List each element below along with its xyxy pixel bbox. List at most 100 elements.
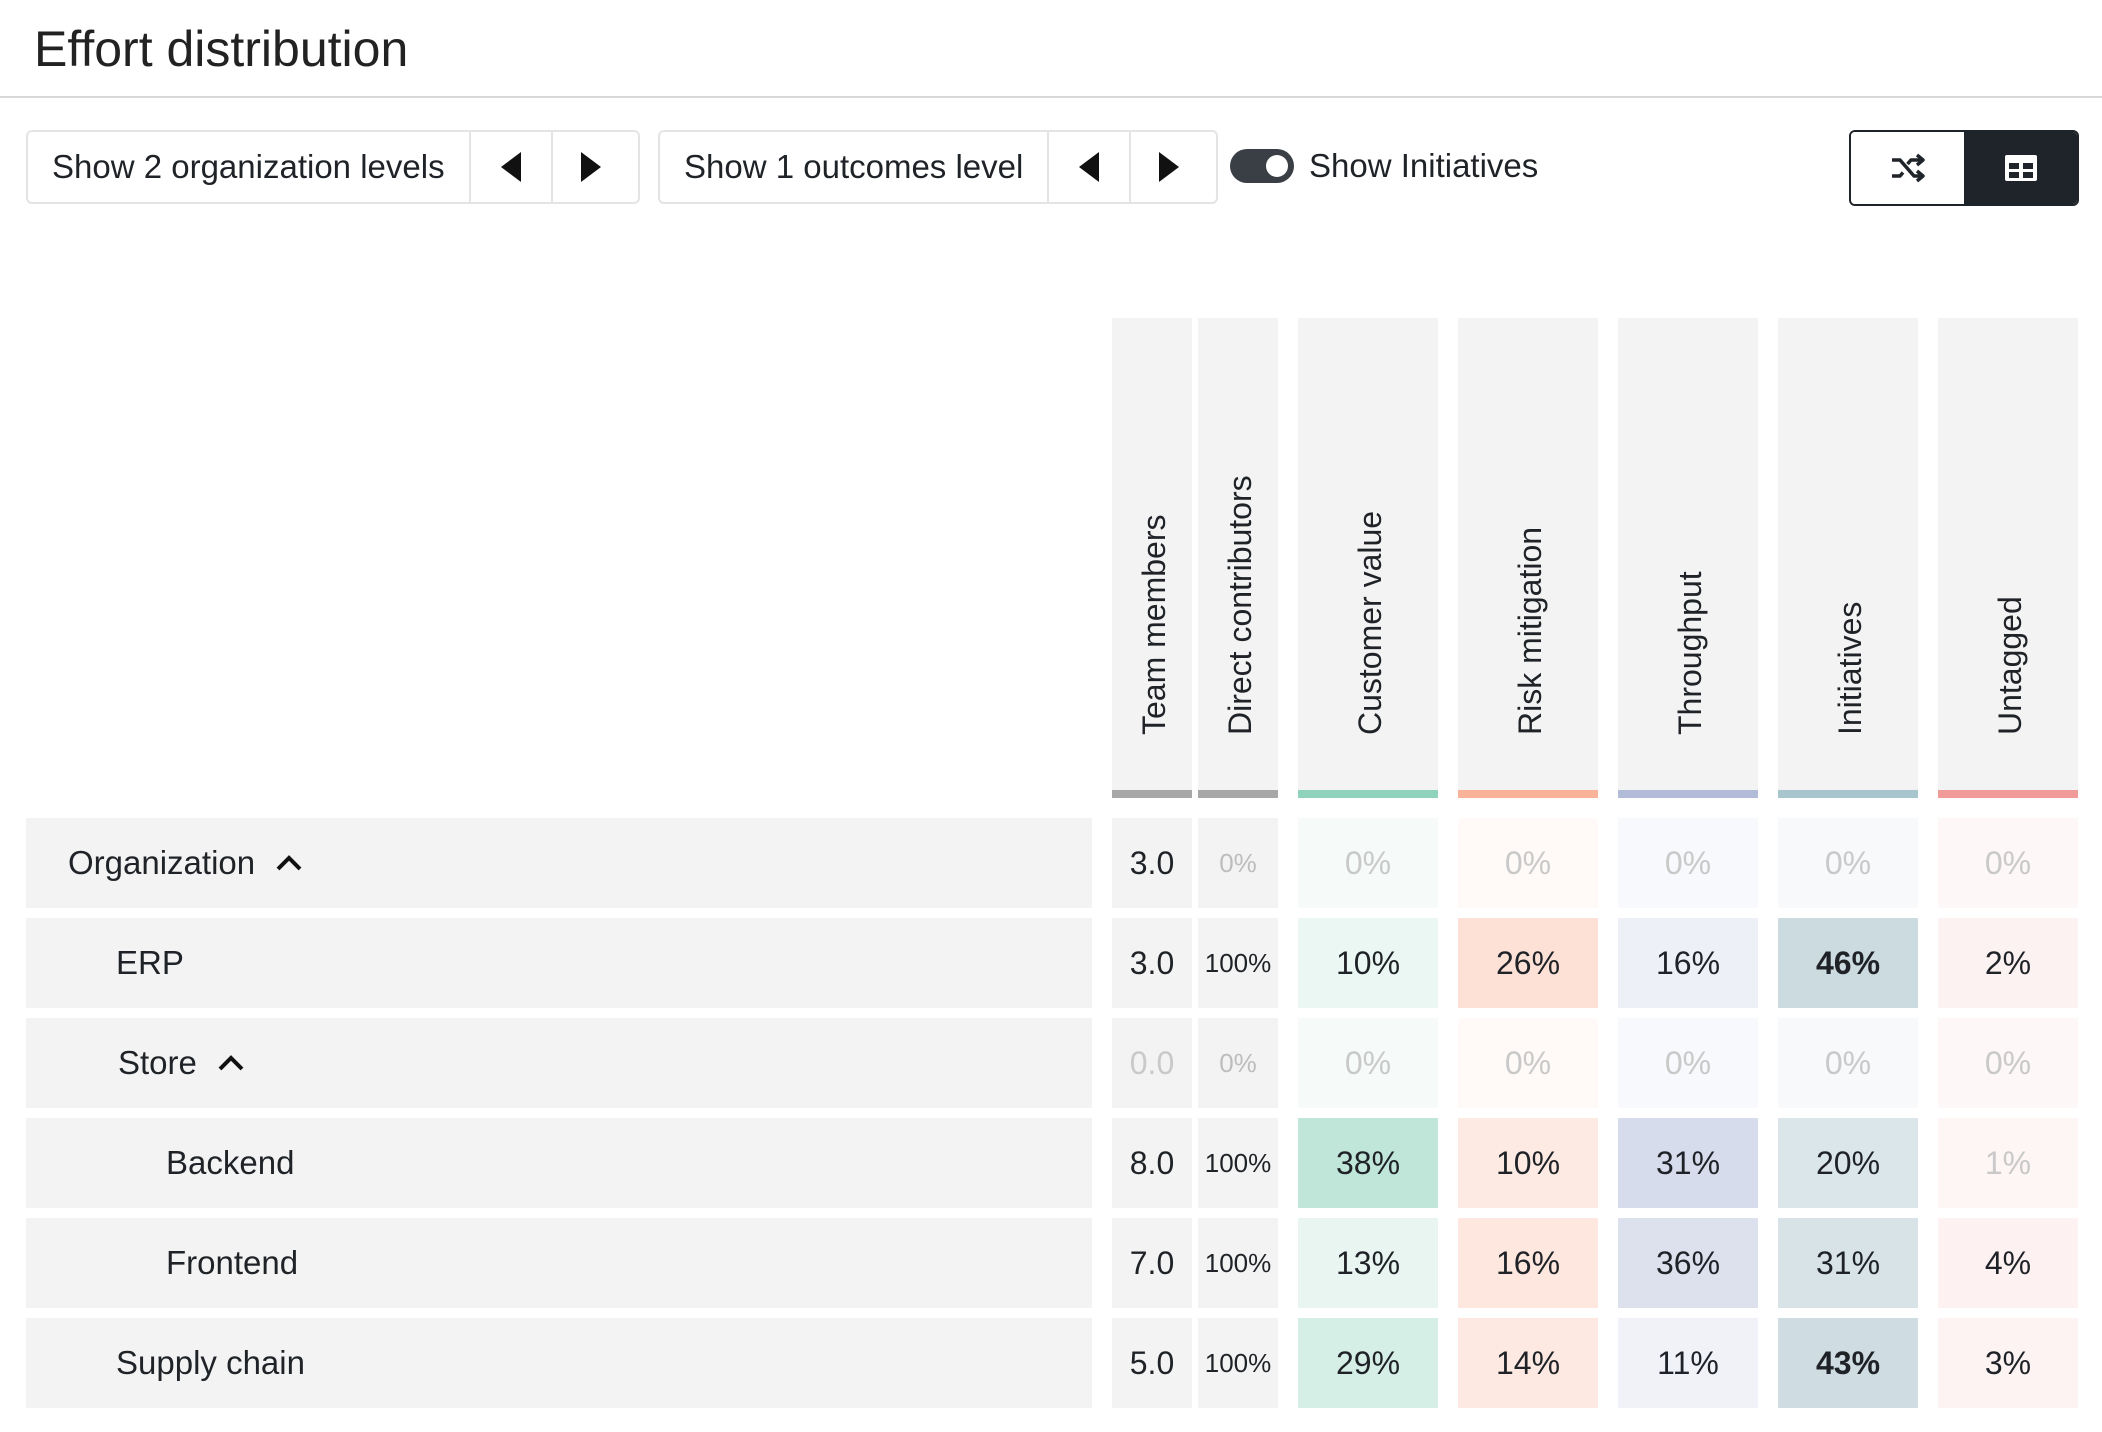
- collapse-organization-button[interactable]: [275, 854, 303, 872]
- triangle-right-icon: [580, 152, 601, 182]
- chevron-up-icon: [218, 1055, 244, 1071]
- cell-untagged: 0%: [1938, 818, 2078, 908]
- row-name: Frontend: [166, 1244, 299, 1281]
- table-icon: [2004, 155, 2037, 181]
- org-levels-label: Show 2 organization levels: [52, 148, 445, 185]
- column-color-bar: [1778, 790, 1918, 798]
- column-header-direct-contributors: Direct contributors: [1198, 318, 1278, 798]
- cell-throughput: 0%: [1618, 1018, 1758, 1108]
- row-label-organization: Organization: [26, 818, 1092, 908]
- cell-initiatives: 31%: [1778, 1218, 1918, 1308]
- cell-customer-value: 0%: [1298, 1018, 1438, 1108]
- cell-team-members: 7.0: [1112, 1218, 1192, 1308]
- column-header-untagged: Untagged: [1938, 318, 2078, 798]
- cell-throughput: 36%: [1618, 1218, 1758, 1308]
- column-color-bar: [1618, 790, 1758, 798]
- cell-untagged: 2%: [1938, 918, 2078, 1008]
- cell-customer-value: 0%: [1298, 818, 1438, 908]
- cell-customer-value: 13%: [1298, 1218, 1438, 1308]
- chevron-up-icon: [276, 855, 302, 871]
- org-levels-prev-button[interactable]: [468, 132, 551, 202]
- cell-direct-contributors: 100%: [1198, 1218, 1278, 1308]
- column-header-throughput: Throughput: [1618, 318, 1758, 798]
- shuffle-icon: [1891, 153, 1925, 183]
- column-label: Initiatives: [1832, 601, 1868, 735]
- header-divider: [0, 96, 2102, 98]
- cell-team-members: 0.0: [1112, 1018, 1192, 1108]
- cell-untagged: 3%: [1938, 1318, 2078, 1408]
- column-header-customer-value: Customer value: [1298, 318, 1438, 798]
- page-title: Effort distribution: [34, 21, 409, 77]
- column-label: Risk mitigation: [1512, 526, 1548, 735]
- cell-initiatives: 0%: [1778, 1018, 1918, 1108]
- triangle-left-icon: [1079, 152, 1100, 182]
- column-label: Throughput: [1672, 571, 1708, 735]
- column-label: Team members: [1136, 514, 1172, 736]
- table-view-button[interactable]: [1964, 132, 2077, 204]
- outcome-levels-label: Show 1 outcomes level: [684, 148, 1024, 185]
- org-levels-next-button[interactable]: [550, 132, 629, 202]
- collapse-store-button[interactable]: [217, 1054, 245, 1072]
- cell-initiatives: 0%: [1778, 818, 1918, 908]
- cell-risk-mitigation: 0%: [1458, 1018, 1598, 1108]
- column-color-bar: [1938, 790, 2078, 798]
- row-label-erp: ERP: [26, 918, 1092, 1008]
- cell-team-members: 8.0: [1112, 1118, 1192, 1208]
- cell-untagged: 1%: [1938, 1118, 2078, 1208]
- triangle-right-icon: [1159, 152, 1180, 182]
- cell-direct-contributors: 0%: [1198, 818, 1278, 908]
- column-color-bar: [1198, 790, 1278, 798]
- cell-direct-contributors: 0%: [1198, 1018, 1278, 1108]
- cell-customer-value: 10%: [1298, 918, 1438, 1008]
- outcome-levels-control: Show 1 outcomes level: [658, 130, 1218, 204]
- cell-risk-mitigation: 10%: [1458, 1118, 1598, 1208]
- row-name: ERP: [116, 944, 184, 981]
- cell-team-members: 3.0: [1112, 818, 1192, 908]
- cell-throughput: 16%: [1618, 918, 1758, 1008]
- outcome-levels-next-button[interactable]: [1129, 132, 1207, 202]
- column-header-risk-mitigation: Risk mitigation: [1458, 318, 1598, 798]
- cell-customer-value: 38%: [1298, 1118, 1438, 1208]
- view-switcher: [1849, 130, 2079, 206]
- cell-direct-contributors: 100%: [1198, 1118, 1278, 1208]
- show-initiatives-toggle[interactable]: [1230, 149, 1294, 183]
- org-levels-control: Show 2 organization levels: [26, 130, 640, 204]
- flow-view-button[interactable]: [1851, 132, 1964, 204]
- column-label: Customer value: [1352, 510, 1388, 735]
- cell-direct-contributors: 100%: [1198, 1318, 1278, 1408]
- cell-risk-mitigation: 0%: [1458, 818, 1598, 908]
- column-label: Untagged: [1992, 596, 2028, 735]
- row-label-frontend: Frontend: [26, 1218, 1092, 1308]
- cell-risk-mitigation: 14%: [1458, 1318, 1598, 1408]
- row-name: Organization: [68, 844, 256, 881]
- show-initiatives-label: Show Initiatives: [1309, 147, 1539, 184]
- cell-customer-value: 29%: [1298, 1318, 1438, 1408]
- column-header-initiatives: Initiatives: [1778, 318, 1918, 798]
- row-label-backend: Backend: [26, 1118, 1092, 1208]
- toggle-knob: [1266, 155, 1288, 177]
- row-name: Store: [118, 1044, 197, 1081]
- cell-risk-mitigation: 16%: [1458, 1218, 1598, 1308]
- column-label: Direct contributors: [1222, 475, 1258, 735]
- cell-throughput: 0%: [1618, 818, 1758, 908]
- cell-team-members: 3.0: [1112, 918, 1192, 1008]
- outcome-levels-prev-button[interactable]: [1047, 132, 1129, 202]
- triangle-left-icon: [500, 152, 521, 182]
- row-name: Supply chain: [116, 1344, 305, 1381]
- cell-untagged: 0%: [1938, 1018, 2078, 1108]
- cell-team-members: 5.0: [1112, 1318, 1192, 1408]
- column-header-team-members: Team members: [1112, 318, 1192, 798]
- row-name: Backend: [166, 1144, 295, 1181]
- column-color-bar: [1458, 790, 1598, 798]
- row-label-supply-chain: Supply chain: [26, 1318, 1092, 1408]
- cell-throughput: 31%: [1618, 1118, 1758, 1208]
- cell-untagged: 4%: [1938, 1218, 2078, 1308]
- cell-initiatives: 43%: [1778, 1318, 1918, 1408]
- cell-throughput: 11%: [1618, 1318, 1758, 1408]
- row-label-store: Store: [26, 1018, 1092, 1108]
- cell-initiatives: 46%: [1778, 918, 1918, 1008]
- column-color-bar: [1112, 790, 1192, 798]
- cell-initiatives: 20%: [1778, 1118, 1918, 1208]
- cell-risk-mitigation: 26%: [1458, 918, 1598, 1008]
- column-color-bar: [1298, 790, 1438, 798]
